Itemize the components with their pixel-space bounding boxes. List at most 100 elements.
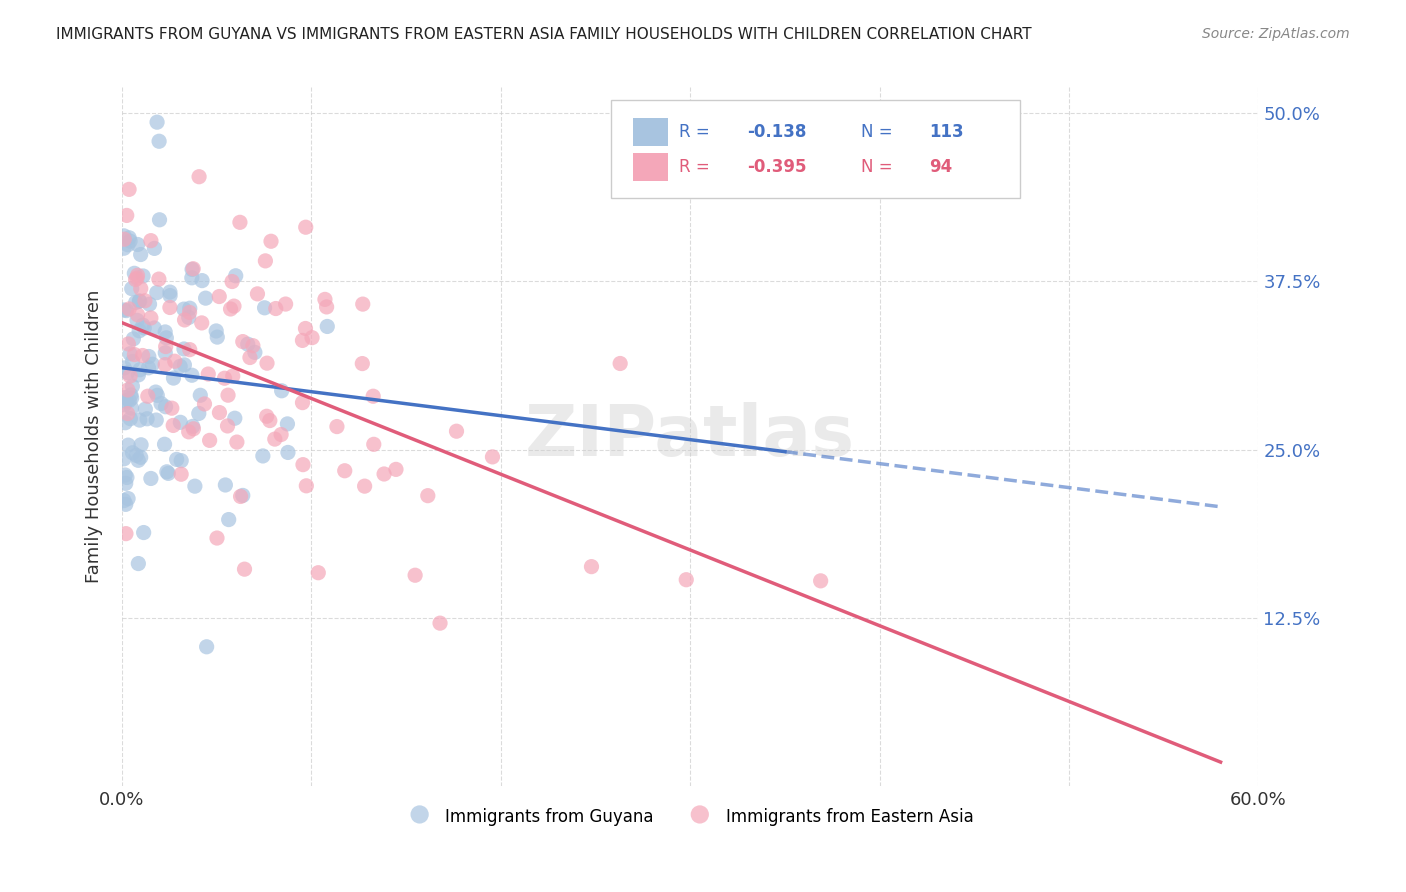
Y-axis label: Family Households with Children: Family Households with Children [86,289,103,582]
Immigrants from Eastern Asia [115,209,138,223]
Immigrants from Guyana [159,288,181,302]
Immigrants from Guyana [121,282,143,296]
Immigrants from Guyana [121,379,143,393]
Immigrants from Eastern Asia [274,297,297,311]
Immigrants from Guyana [143,321,166,335]
Immigrants from Guyana [114,476,136,491]
Immigrants from Guyana [124,266,146,280]
Immigrants from Guyana [120,234,142,248]
Immigrants from Guyana [145,385,167,400]
Immigrants from Guyana [129,247,152,261]
Immigrants from Eastern Asia [260,234,283,248]
Immigrants from Guyana [127,557,149,571]
Immigrants from Guyana [162,371,184,385]
Immigrants from Eastern Asia [291,458,314,472]
Immigrants from Eastern Asia [385,462,408,476]
Immigrants from Guyana [121,391,143,405]
Immigrants from Guyana [155,331,177,345]
Text: -0.138: -0.138 [747,123,807,141]
Immigrants from Eastern Asia [205,531,228,545]
Immigrants from Guyana [277,445,299,459]
Immigrants from Eastern Asia [129,281,152,295]
Immigrants from Guyana [120,347,142,361]
Immigrants from Eastern Asia [810,574,832,588]
Immigrants from Eastern Asia [148,272,170,286]
Immigrants from Eastern Asia [217,388,239,402]
Immigrants from Guyana [128,413,150,427]
Immigrants from Guyana [252,449,274,463]
Text: R =: R = [679,158,710,176]
Immigrants from Guyana [157,467,180,481]
Immigrants from Eastern Asia [264,301,287,316]
Immigrants from Guyana [218,512,240,526]
Immigrants from Guyana [169,359,191,374]
Immigrants from Guyana [141,357,163,371]
Immigrants from Eastern Asia [134,293,156,308]
Immigrants from Eastern Asia [155,340,177,354]
Immigrants from Eastern Asia [183,422,205,436]
Immigrants from Guyana [207,330,229,344]
Immigrants from Eastern Asia [256,409,278,424]
Immigrants from Guyana [112,241,135,255]
Immigrants from Guyana [128,294,150,309]
Text: Source: ZipAtlas.com: Source: ZipAtlas.com [1202,27,1350,41]
Bar [634,153,668,181]
Immigrants from Eastern Asia [179,305,201,319]
Immigrants from Guyana [173,342,195,356]
Immigrants from Eastern Asia [294,321,316,335]
Immigrants from Guyana [124,295,146,310]
Immigrants from Guyana [112,360,135,375]
Immigrants from Guyana [138,297,160,311]
Immigrants from Guyana [188,388,211,402]
Immigrants from Eastern Asia [197,367,219,381]
Immigrants from Guyana [148,134,170,148]
Immigrants from Guyana [270,384,292,398]
Immigrants from Guyana [253,301,276,315]
Immigrants from Guyana [132,318,155,333]
Immigrants from Guyana [224,411,246,425]
Immigrants from Guyana [194,291,217,305]
Immigrants from Guyana [118,393,141,408]
Immigrants from Eastern Asia [291,395,314,409]
Immigrants from Guyana [276,417,298,431]
Immigrants from Eastern Asia [179,343,201,357]
Immigrants from Guyana [146,285,169,300]
Immigrants from Eastern Asia [675,573,697,587]
Immigrants from Eastern Asia [333,464,356,478]
Immigrants from Eastern Asia [291,334,314,348]
Immigrants from Guyana [125,313,148,327]
Immigrants from Eastern Asia [222,369,245,384]
Immigrants from Eastern Asia [254,253,277,268]
Immigrants from Guyana [114,497,136,511]
Immigrants from Eastern Asia [373,467,395,481]
Immigrants from Guyana [169,415,191,429]
Immigrants from Eastern Asia [361,389,384,403]
Text: 94: 94 [929,158,952,176]
Immigrants from Eastern Asia [198,434,221,448]
Immigrants from Eastern Asia [208,289,231,303]
Text: N =: N = [860,158,893,176]
Immigrants from Guyana [117,366,139,380]
Immigrants from Eastern Asia [181,261,204,276]
Immigrants from Guyana [112,451,135,466]
Immigrants from Guyana [225,268,247,283]
Immigrants from Guyana [112,398,135,412]
Immigrants from Guyana [132,268,155,283]
Immigrants from Eastern Asia [314,293,336,307]
Immigrants from Eastern Asia [193,397,215,411]
Immigrants from Eastern Asia [120,369,142,384]
Immigrants from Guyana [232,488,254,502]
Immigrants from Guyana [128,324,150,338]
Immigrants from Guyana [181,419,204,434]
Immigrants from Eastern Asia [301,331,323,345]
Immigrants from Eastern Asia [131,349,153,363]
Immigrants from Eastern Asia [221,275,243,289]
Immigrants from Eastern Asia [609,356,631,370]
Immigrants from Guyana [181,262,204,277]
Immigrants from Guyana [115,394,138,409]
Immigrants from Guyana [205,324,228,338]
Immigrants from Guyana [139,471,162,485]
Immigrants from Guyana [115,470,138,484]
Immigrants from Guyana [177,310,200,325]
Immigrants from Guyana [121,401,143,415]
